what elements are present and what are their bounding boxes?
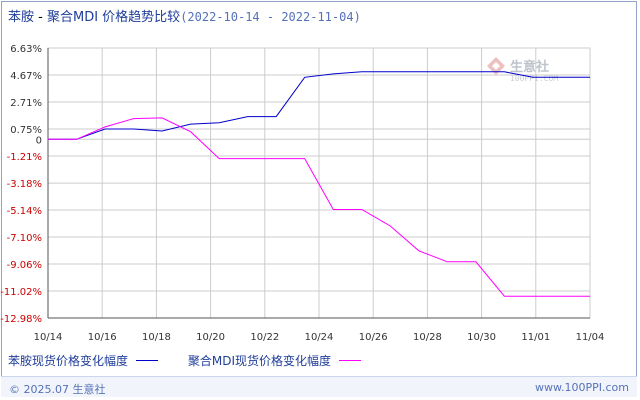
x-tick-label: 11/01 [521, 332, 550, 343]
y-tick-label: -5.14% [7, 206, 42, 217]
y-tick-label: -3.18% [7, 179, 42, 190]
title-separator: - [34, 10, 47, 25]
title-series-b: 聚合MDI [46, 10, 99, 25]
y-tick-label: 0.75% [10, 125, 42, 136]
y-tick-label: 2.71% [10, 98, 42, 109]
x-tick-label: 10/24 [305, 332, 334, 343]
x-tick-label: 10/26 [359, 332, 388, 343]
footer: © 2025.07 生意社 www.100PPI.com [1, 376, 637, 397]
legend-swatch-series-b [338, 360, 361, 361]
x-axis-tick-labels: 10/14 10/16 10/18 10/20 10/22 10/24 10/26 10/28… [34, 332, 605, 343]
legend: 苯胺现货价格变化幅度 聚合MDI现货价格变化幅度 [8, 352, 387, 369]
title-suffix: 价格趋势比较 [98, 10, 181, 25]
watermark-logo-icon [487, 57, 505, 75]
y-tick-label: -7.10% [7, 233, 42, 244]
x-tick-label: 10/28 [413, 332, 442, 343]
y-tick-label: -9.06% [7, 260, 42, 271]
legend-item-series-a: 苯胺现货价格变化幅度 [8, 352, 159, 369]
series-line-a [48, 71, 590, 140]
y-tick-label: 6.63% [10, 44, 42, 55]
chart-title: 苯胺 - 聚合MDI 价格趋势比较(2022-10-14 - 2022-11-0… [8, 6, 361, 25]
series-lines [48, 71, 590, 297]
legend-label-series-a: 苯胺现货价格变化幅度 [8, 354, 129, 368]
watermark-url: 100PPI.COM [510, 74, 559, 83]
y-tick-label: 0 [36, 135, 42, 146]
y-tick-label: 4.67% [10, 71, 42, 82]
series-line-b [48, 117, 590, 297]
x-tick-label: 10/14 [34, 332, 63, 343]
x-tick-label: 10/18 [142, 332, 171, 343]
chart-grid [47, 47, 591, 319]
x-tick-label: 10/30 [467, 332, 496, 343]
title-date-range: (2022-10-14 - 2022-11-04) [180, 10, 361, 24]
watermark: 生意社 100PPI.COM [486, 56, 558, 83]
y-tick-label: -12.98% [0, 314, 42, 325]
legend-swatch-series-a [136, 360, 159, 361]
y-tick-label: -11.02% [0, 287, 42, 298]
footer-copyright: © 2025.07 生意社 [9, 383, 106, 396]
x-tick-label: 11/04 [576, 332, 605, 343]
y-tick-label: -1.21% [7, 152, 42, 163]
legend-label-series-b: 聚合MDI现货价格变化幅度 [187, 354, 331, 368]
y-axis-tick-labels: 6.63% 4.67% 2.71% 0.75%0 -1.21% -3.18% -5.14% -… [0, 44, 42, 325]
x-tick-label: 10/20 [196, 332, 225, 343]
x-tick-label: 10/16 [88, 332, 117, 343]
footer-site-link[interactable]: www.100PPI.com [535, 381, 629, 394]
legend-item-series-b: 聚合MDI现货价格变化幅度 [188, 352, 361, 369]
title-series-a: 苯胺 [8, 10, 35, 25]
chart-axes [47, 48, 590, 319]
x-tick-label: 10/22 [250, 332, 279, 343]
watermark-text: 生意社 [510, 60, 550, 75]
